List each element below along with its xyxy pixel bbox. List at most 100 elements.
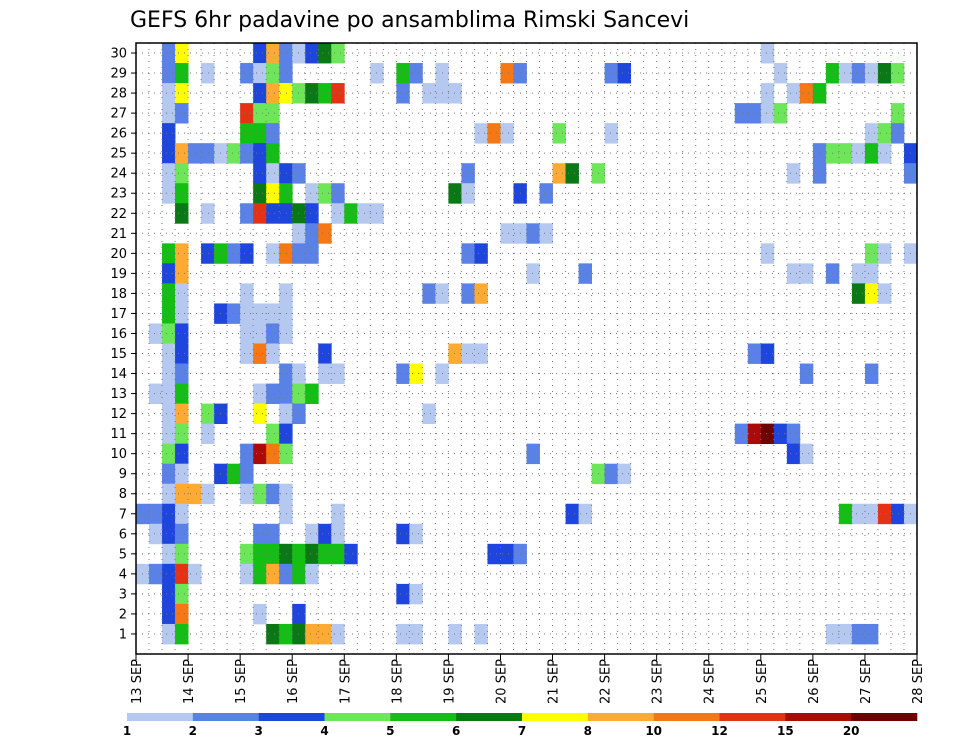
heatmap-cell (318, 623, 332, 645)
heatmap-cell (305, 183, 319, 204)
heatmap-cell (305, 563, 319, 585)
heatmap-cell (604, 63, 619, 84)
heatmap-cell (175, 583, 189, 605)
heatmap-cell (162, 63, 176, 84)
heatmap-cell (279, 623, 293, 645)
heatmap-cell (201, 403, 215, 425)
heatmap-cell (201, 203, 215, 224)
heatmap-cell (266, 183, 280, 204)
colorbar-swatch (456, 713, 523, 721)
heatmap-cell (162, 263, 176, 284)
y-tick-label: 23 (110, 187, 127, 202)
heatmap-cell (175, 163, 189, 184)
heatmap-cell (253, 383, 267, 404)
heatmap-cell (162, 343, 176, 364)
heatmap-cell (552, 163, 566, 184)
heatmap-cell (318, 363, 332, 384)
heatmap-cell (474, 283, 488, 304)
heatmap-cell (240, 483, 254, 505)
heatmap-cell (734, 423, 749, 445)
heatmap-cell (253, 443, 267, 465)
heatmap-cell (526, 263, 540, 284)
heatmap-cell (773, 423, 788, 445)
heatmap-cell (266, 163, 280, 184)
heatmap-cell (344, 203, 358, 224)
heatmap-cell (266, 243, 280, 264)
colorbar-tick-label: 10 (645, 724, 662, 738)
heatmap-cell (253, 323, 267, 344)
y-tick-label: 21 (110, 227, 127, 242)
heatmap-cell (786, 423, 801, 445)
y-tick-label: 19 (110, 267, 127, 282)
heatmap-cell (864, 623, 879, 645)
x-tick-label: 19 SEP (442, 659, 457, 704)
heatmap-cell (786, 83, 801, 104)
heatmap-cell (773, 63, 788, 84)
heatmap-cell (175, 283, 189, 304)
heatmap-cell (175, 423, 189, 445)
heatmap-cell (760, 43, 775, 64)
heatmap-cell (500, 543, 514, 565)
heatmap-cell (500, 123, 514, 144)
heatmap-cell (396, 63, 410, 84)
heatmap-cell (240, 463, 254, 485)
heatmap-cell (240, 203, 254, 224)
heatmap-cell (864, 63, 879, 84)
heatmap-cell (812, 143, 827, 164)
x-axis: 13 SEP 14 SEP 15 SEP 16 SEP 17 SEP 18 SEP 19 S… (130, 654, 926, 704)
colorbar-swatch (653, 713, 720, 721)
heatmap-cell (864, 263, 879, 284)
heatmap-cell (617, 63, 632, 84)
heatmap-cell (162, 523, 176, 545)
heatmap-cell (448, 623, 462, 645)
heatmap-cell (175, 263, 189, 284)
heatmap-cell (162, 143, 176, 164)
heatmap-cell (604, 123, 619, 144)
y-tick-label: 7 (119, 507, 127, 522)
heatmap-cell (188, 563, 202, 585)
heatmap-cell (162, 543, 176, 565)
heatmap-cell (175, 563, 189, 585)
heatmap-cell (370, 203, 384, 224)
y-tick-label: 9 (119, 467, 127, 482)
heatmap-cell (864, 143, 879, 164)
heatmap-cell (877, 63, 892, 84)
heatmap-cell (877, 283, 892, 304)
heatmap-cell (253, 603, 267, 625)
heatmap-cell (461, 183, 475, 204)
heatmap-cell (877, 123, 892, 144)
heatmap-cell (266, 423, 280, 445)
heatmap-cell (253, 203, 267, 224)
heatmap-cell (318, 183, 332, 204)
heatmap-cell (175, 243, 189, 264)
heatmap-cell (266, 563, 280, 585)
heatmap-cell (240, 343, 254, 364)
y-tick-label: 24 (110, 167, 127, 182)
heatmap-cell (474, 123, 488, 144)
heatmap-cell (409, 363, 423, 384)
y-tick-label: 17 (110, 307, 127, 322)
heatmap-cell (149, 503, 163, 525)
heatmap-cell (604, 463, 619, 485)
heatmap-cell (240, 103, 254, 124)
heatmap-cell (279, 243, 293, 264)
heatmap-cell (461, 343, 475, 364)
heatmap-cell (851, 503, 866, 525)
heatmap-cell (162, 443, 176, 465)
heatmap-cell (279, 363, 293, 384)
colorbar-swatch (127, 713, 194, 721)
heatmap-cell (149, 523, 163, 545)
heatmap-cell (175, 183, 189, 204)
x-tick-label: 13 SEP (130, 659, 145, 704)
heatmap-cell (799, 363, 814, 384)
heatmap-cell (253, 183, 267, 204)
heatmap-cell (318, 43, 332, 64)
heatmap-cell (162, 623, 176, 645)
x-tick-label: 24 SEP (703, 659, 718, 704)
heatmap-cell (786, 263, 801, 284)
heatmap-cell (318, 543, 332, 565)
x-tick-label: 20 SEP (494, 659, 509, 704)
heatmap-cell (760, 83, 775, 104)
heatmap-cell (253, 83, 267, 104)
heatmap-cell (175, 463, 189, 485)
